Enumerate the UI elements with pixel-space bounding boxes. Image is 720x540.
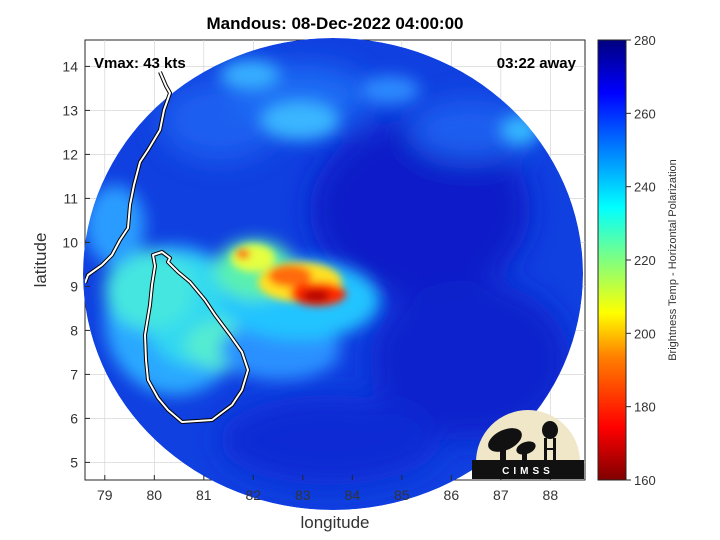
y-tick-label: 6 — [70, 410, 78, 426]
time-away-annotation: 03:22 away — [497, 55, 577, 72]
water-tower-icon — [542, 421, 558, 462]
vmax-annotation: Vmax: 43 kts — [94, 55, 186, 72]
x-tick-label: 83 — [295, 487, 311, 503]
colorbar-tick-label: 180 — [634, 400, 656, 415]
colorbar-gradient — [597, 39, 627, 481]
x-axis-label: longitude — [300, 513, 369, 532]
y-tick-label: 9 — [70, 278, 78, 294]
brightness-temperature-swath — [83, 38, 583, 510]
y-tick-label: 8 — [70, 322, 78, 338]
y-axis-label: latitude — [31, 233, 50, 288]
y-tick-label: 12 — [62, 146, 78, 162]
x-tick-label: 88 — [543, 487, 559, 503]
map-title: Mandous: 08-Dec-2022 04:00:00 — [206, 14, 463, 33]
colorbar-label: Brightness Temp - Horizontal Polarizatio… — [667, 159, 679, 361]
x-tick-label: 80 — [147, 487, 163, 503]
y-tick-label: 5 — [70, 454, 78, 470]
y-tick-label: 14 — [62, 58, 78, 74]
x-tick-label: 85 — [394, 487, 410, 503]
colorbar-tick-label: 200 — [634, 326, 656, 341]
x-tick-label: 82 — [246, 487, 262, 503]
colorbar-tick-label: 280 — [634, 33, 656, 48]
colorbar-ticks: 280 260 240 220 200 180 160 — [626, 33, 656, 488]
logo-text: CIMSS — [502, 466, 554, 477]
x-tick-label: 81 — [196, 487, 212, 503]
x-tick-label: 87 — [493, 487, 509, 503]
x-axis-ticks: 79 80 81 82 83 84 85 86 87 88 — [97, 475, 558, 503]
colorbar-tick-label: 240 — [634, 180, 656, 195]
x-tick-label: 84 — [345, 487, 361, 503]
coastline — [85, 71, 250, 424]
satellite-dish-icon — [488, 428, 536, 462]
colorbar-tick-label: 160 — [634, 473, 656, 488]
colorbar-tick-label: 260 — [634, 106, 656, 121]
colorbar-tick-label: 220 — [634, 253, 656, 268]
x-tick-label: 86 — [444, 487, 460, 503]
y-tick-label: 13 — [62, 102, 78, 118]
x-tick-label: 79 — [97, 487, 113, 503]
y-tick-label: 10 — [62, 234, 78, 250]
y-tick-label: 11 — [63, 190, 78, 206]
colorbar: 280 260 240 220 200 180 160 Brightness Temp - … — [597, 33, 679, 488]
y-tick-label: 7 — [70, 366, 78, 382]
cimss-logo: CIMSS — [472, 410, 584, 479]
y-axis-ticks: 5 6 7 8 9 10 11 12 13 14 — [62, 58, 90, 470]
